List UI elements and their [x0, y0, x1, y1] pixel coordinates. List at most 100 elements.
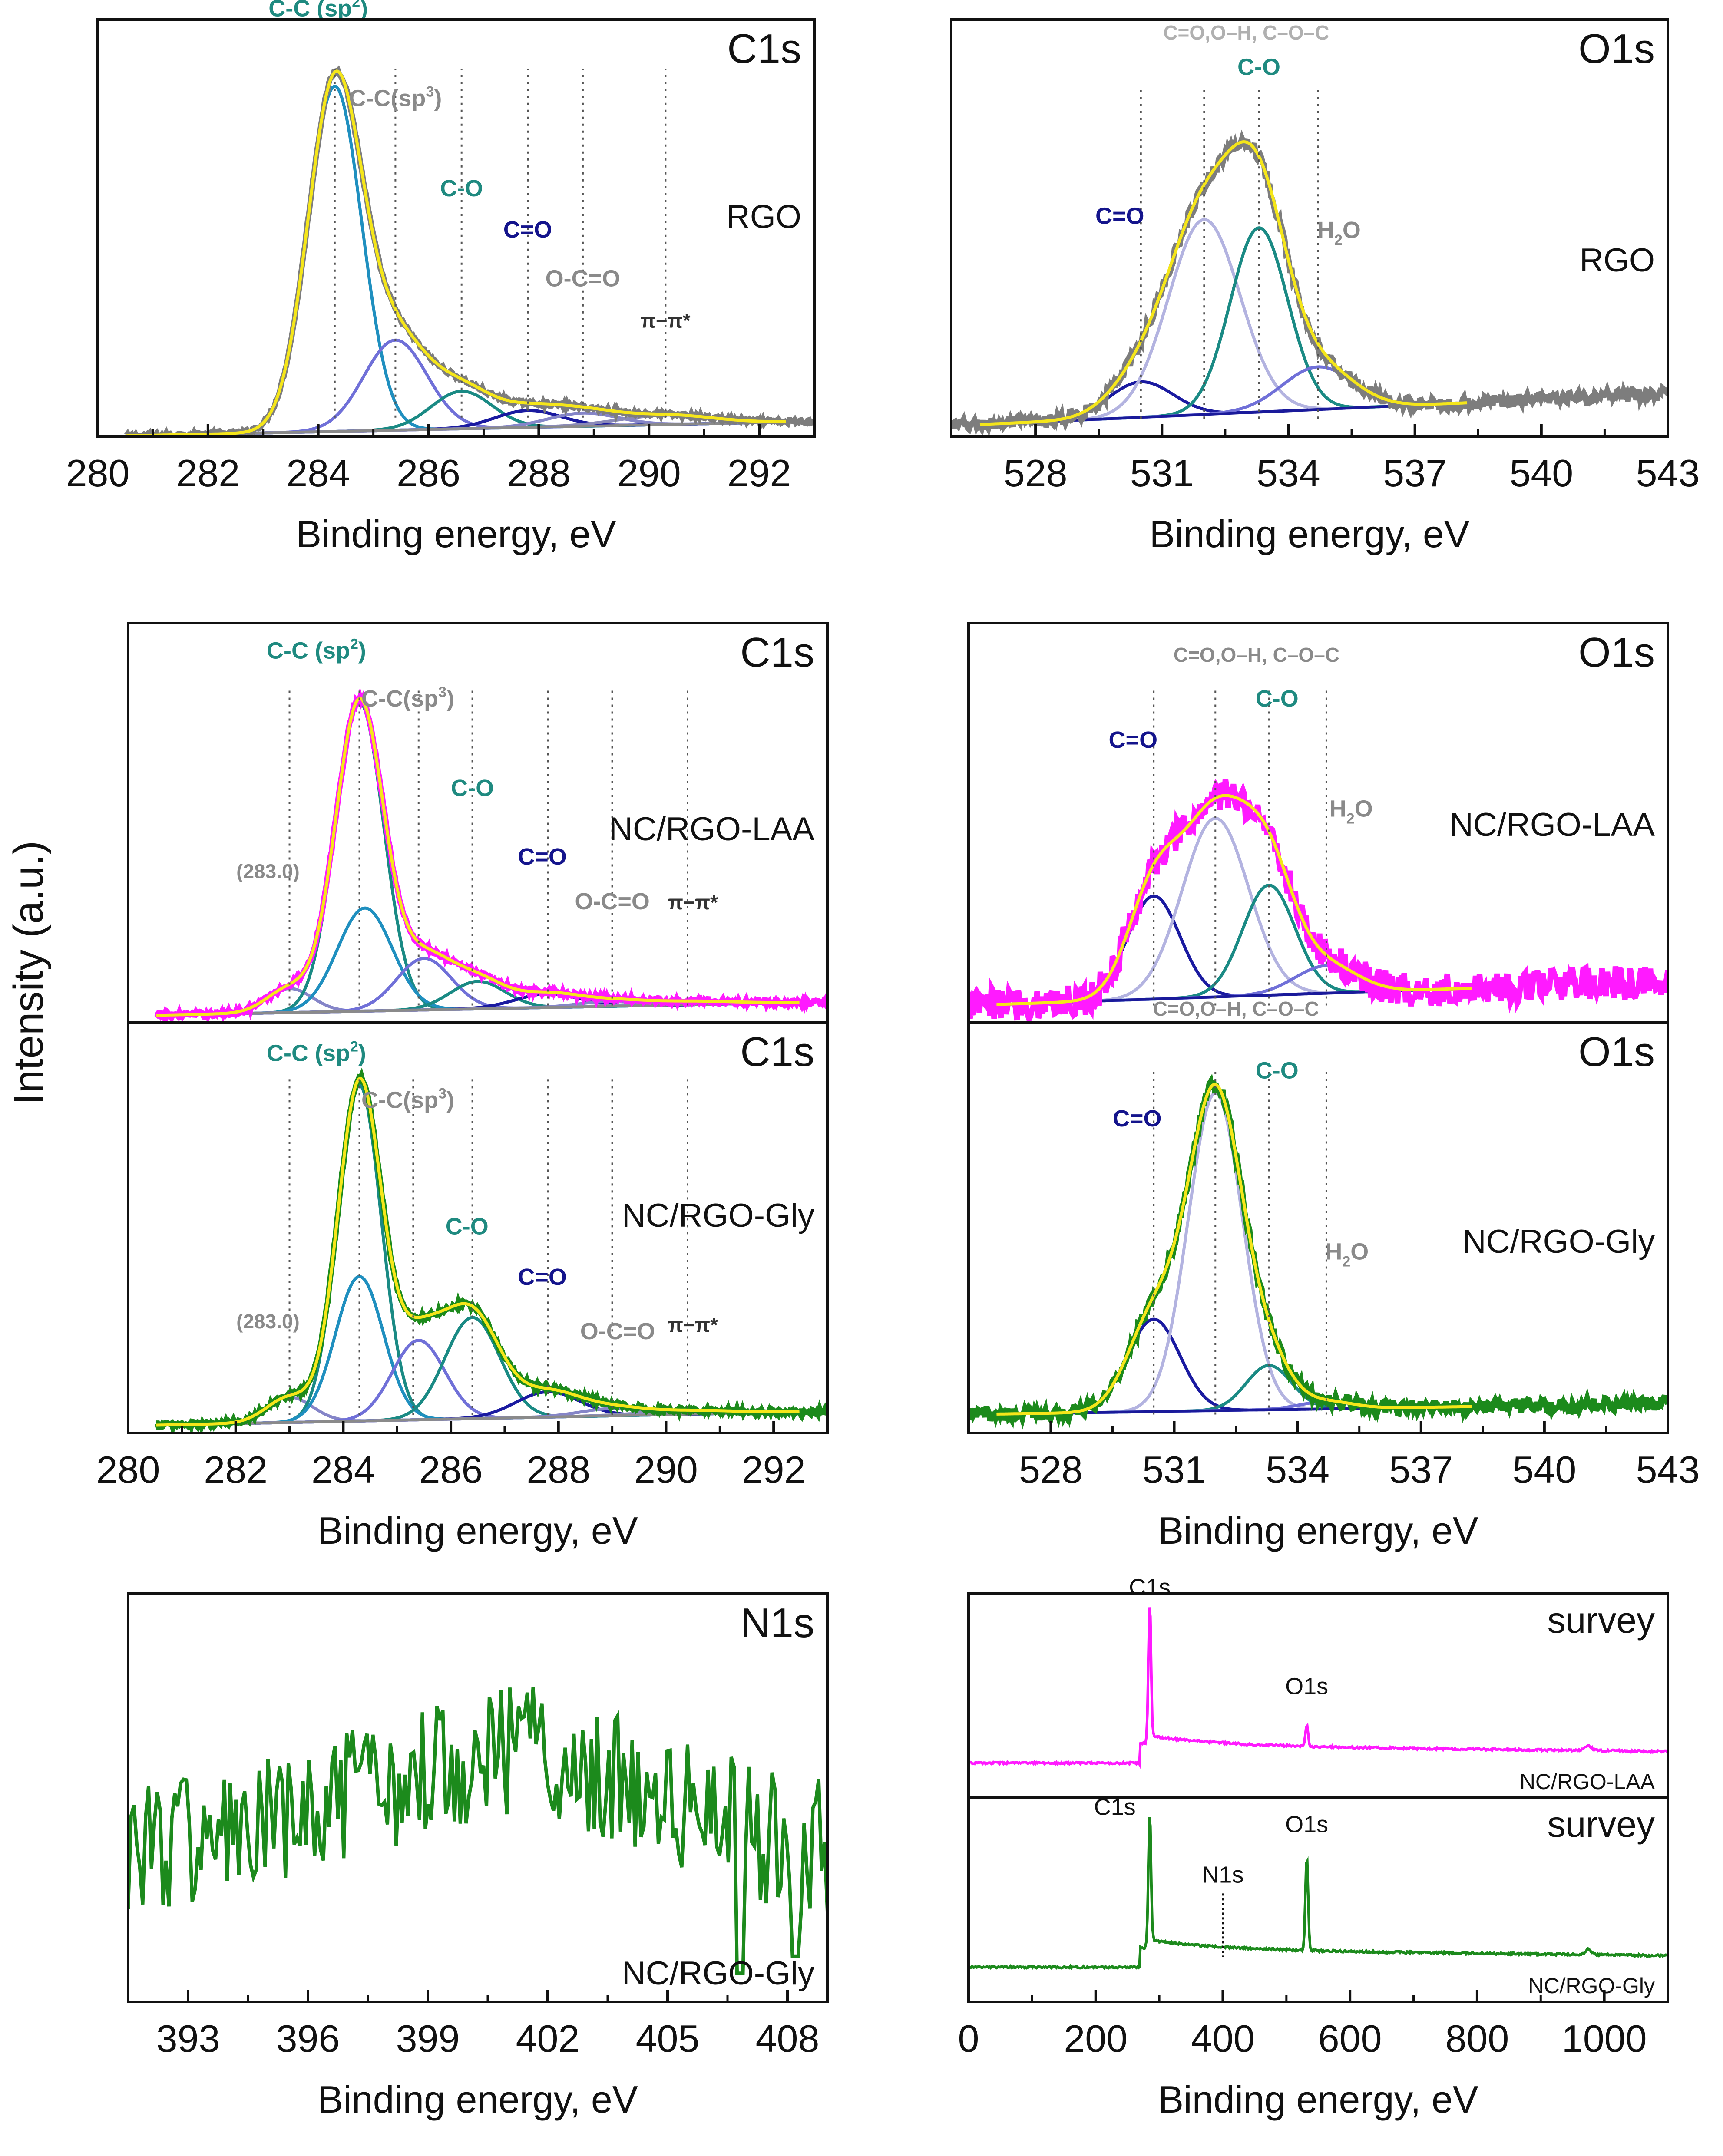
x-tick-label: 600: [1318, 2017, 1382, 2060]
x-tick-label: 290: [617, 452, 681, 495]
x-tick-label: 408: [756, 2017, 820, 2060]
component-c-c-sp2-: [126, 85, 786, 436]
plot-area-survey_gly: [969, 1817, 1668, 1971]
panel-title: C1s: [740, 1029, 814, 1075]
x-axis-title: Binding energy, eV: [1158, 2078, 1478, 2121]
component-c-o: [979, 226, 1468, 426]
peak-label: C-C (sp2): [267, 1038, 366, 1066]
fit-envelope: [979, 140, 1468, 426]
x-tick-label: 528: [1019, 1448, 1083, 1491]
x-tick-label: 286: [419, 1448, 483, 1491]
x-tick-label: 292: [728, 452, 791, 495]
plot-area-c1s_rgo: [124, 65, 814, 436]
plot-area-n1s_gly: [128, 1687, 827, 1975]
panel-o1s_rgo: C=O,O–H, C–O–C C-O C=O H2O O1s RGO 528 531 534 53…: [950, 18, 1700, 555]
peak-label: C-O: [440, 175, 483, 201]
peak-label: H2O: [1325, 1238, 1369, 1270]
panel-title: C1s: [740, 629, 814, 676]
sample-label: RGO: [726, 198, 801, 235]
panel-c1s_gly: C-C (sp2) C-C(sp3) C-O C=O O-C=O π−π* (283.0) C…: [96, 1021, 829, 1552]
sample-label: NC/RGO-LAA: [1449, 806, 1655, 843]
peak-label: C=O: [518, 1264, 567, 1290]
raw-spectrum: [154, 687, 827, 1023]
x-axis-title: Binding energy, eV: [317, 1509, 638, 1552]
component-c-c-sp3-: [126, 338, 786, 436]
x-tick-label: 528: [1004, 452, 1068, 495]
peak-label: C1s: [1129, 1575, 1171, 1601]
x-tick-label: 405: [636, 2017, 700, 2060]
peak-label: N1s: [1202, 1862, 1243, 1888]
peak-label: C-O: [451, 775, 494, 801]
peak-label: H2O: [1329, 796, 1373, 827]
panel-title: O1s: [1578, 629, 1655, 676]
fit-envelope: [156, 697, 800, 1017]
peak-label: C=O: [503, 217, 552, 243]
panel-title: O1s: [1578, 26, 1655, 72]
fit-envelope: [126, 69, 786, 436]
x-tick-label: 393: [156, 2017, 220, 2060]
peak-label: (283.0): [236, 1310, 300, 1333]
peak-label: O-C=O: [580, 1318, 655, 1344]
x-tick-label: 396: [276, 2017, 340, 2060]
component-c-c-sp2-: [156, 1083, 800, 1427]
x-tick-label: 0: [958, 2017, 979, 2060]
x-axis-title: Binding energy, eV: [317, 2078, 638, 2121]
raw-spectrum: [128, 1687, 827, 1975]
peak-label: C=O: [518, 844, 567, 870]
panel-title: O1s: [1578, 1029, 1655, 1075]
x-tick-label: 400: [1191, 2017, 1255, 2060]
peak-label: C-O: [1256, 1058, 1299, 1084]
x-tick-label: 543: [1636, 452, 1700, 495]
panel-o1s_laa: C=O,O–H, C–O–C C-O C=O H2O O1s NC/RGO-LAA: [967, 622, 1669, 1024]
axes-frame: [967, 1021, 1669, 1434]
sample-label: NC/RGO-Gly: [622, 1955, 814, 1992]
sample-label: RGO: [1580, 242, 1655, 279]
peak-label: C-C(sp3): [361, 1086, 454, 1113]
plot-area-o1s_gly: [969, 1071, 1668, 1430]
x-tick-label: 537: [1389, 1448, 1453, 1491]
component-c-c-sp2-b: [156, 1275, 800, 1427]
panel-survey_laa: C1s O1s survey NC/RGO-LAA: [967, 1575, 1669, 1799]
raw-spectrum: [155, 1067, 827, 1433]
panel-c1s_rgo: C-C (sp2) C-C(sp3) C-O C=O O-C=O π−π* C1s RGO 28…: [66, 0, 816, 555]
axes-frame: [950, 18, 1669, 438]
peak-label: C=O,O–H, C–O–C: [1163, 21, 1329, 44]
peak-label: O-C=O: [546, 265, 621, 291]
x-tick-label: 288: [507, 452, 571, 495]
peak-label: C=O: [1109, 727, 1158, 753]
sample-label: NC/RGO-Gly: [1462, 1223, 1655, 1260]
component-c-o: [996, 1317, 1472, 1416]
plot-area-c1s_gly: [155, 1067, 827, 1433]
raw-spectrum: [951, 129, 1668, 436]
peak-label: C=O: [1113, 1106, 1162, 1132]
peak-label: C-C(sp3): [349, 84, 442, 112]
plot-area-o1s_rgo: [951, 89, 1668, 436]
raw-spectrum: [969, 1817, 1668, 1971]
sample-label: NC/RGO-Gly: [1528, 1974, 1655, 1998]
x-tick-label: 534: [1257, 452, 1320, 495]
peak-label: O1s: [1285, 1811, 1328, 1837]
axes-frame: [96, 18, 816, 438]
x-tick-label: 280: [96, 1448, 160, 1491]
x-tick-label: 399: [396, 2017, 460, 2060]
x-tick-label: 800: [1445, 2017, 1509, 2060]
peak-label: C-C(sp3): [361, 684, 454, 712]
peak-label: C=O,O–H, C–O–C: [1153, 997, 1319, 1020]
panel-title: survey: [1548, 1804, 1655, 1845]
plot-area-survey_laa: [969, 1607, 1668, 1769]
peak-label: π−π*: [668, 1314, 718, 1336]
x-tick-label: 292: [742, 1448, 806, 1491]
x-tick-label: 284: [286, 452, 350, 495]
x-tick-label: 534: [1266, 1448, 1329, 1491]
panel-title: N1s: [740, 1600, 814, 1646]
x-tick-label: 286: [397, 452, 460, 495]
peak-label: C-C (sp2): [267, 636, 366, 664]
baseline-line: [156, 1410, 800, 1426]
x-tick-label: 537: [1383, 452, 1447, 495]
x-tick-label: 284: [311, 1448, 375, 1491]
panel-title: C1s: [727, 26, 801, 72]
axes-frame: [127, 1021, 829, 1434]
peak-label: C-O: [1237, 54, 1280, 80]
